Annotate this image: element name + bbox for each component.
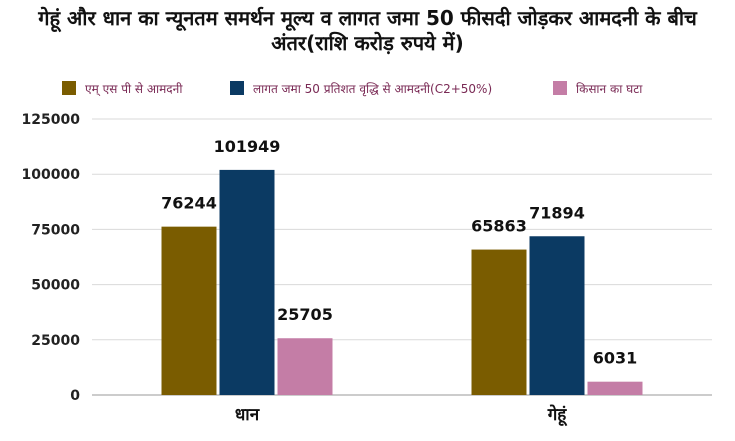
legend-item-c2-income: लागत जमा 50 प्रतिशत वृद्धि से आमदनी(C2+5…: [230, 77, 492, 99]
legend-label-msp-income: एम् एस पी से आमदनी: [85, 81, 183, 96]
data-label-0-1: 101949: [214, 137, 281, 156]
legend-swatch-msp-income: [62, 81, 76, 95]
category-label-0: धान: [235, 405, 260, 425]
bars: [161, 169, 643, 395]
legend-item-msp-income: एम् एस पी से आमदनी: [62, 77, 182, 99]
bar-1-0: [471, 249, 527, 395]
y-tick-label-125000: 125000: [22, 112, 81, 128]
legend-swatch-c2-income: [230, 81, 244, 95]
data-label-1-1: 71894: [529, 203, 585, 222]
bar-0-0: [161, 226, 217, 395]
data-label-1-0: 65863: [471, 217, 527, 236]
y-tick-label-50000: 50000: [31, 278, 80, 294]
y-tick-label-0: 0: [70, 388, 80, 404]
chart-title: गेहूं और धान का न्यूनतम समर्थन मूल्य व ल…: [38, 6, 697, 55]
legend-swatch-farmer-loss: [553, 81, 567, 95]
data-label-0-2: 25705: [277, 305, 333, 324]
y-tick-label-25000: 25000: [31, 333, 80, 349]
legend-item-farmer-loss: किसान का घटा: [553, 77, 642, 99]
x-axis-categories: धान गेहूं: [235, 404, 568, 427]
y-tick-label-100000: 100000: [22, 167, 81, 183]
legend: एम् एस पी से आमदनी लागत जमा 50 प्रतिशत व…: [0, 77, 735, 99]
bar-1-2: [587, 381, 643, 395]
data-label-0-0: 76244: [161, 194, 217, 213]
y-tick-label-75000: 75000: [31, 222, 80, 238]
category-label-1: गेहूं: [547, 404, 569, 427]
legend-label-c2-income: लागत जमा 50 प्रतिशत वृद्धि से आमदनी(C2+5…: [253, 81, 493, 96]
y-axis-ticks: 0 25000 50000 75000 100000 125000: [22, 112, 81, 404]
bar-0-1: [219, 169, 275, 395]
legend-label-farmer-loss: किसान का घटा: [576, 81, 643, 96]
bar-1-1: [529, 236, 585, 395]
data-label-1-2: 6031: [593, 349, 638, 368]
bar-0-2: [277, 338, 333, 395]
